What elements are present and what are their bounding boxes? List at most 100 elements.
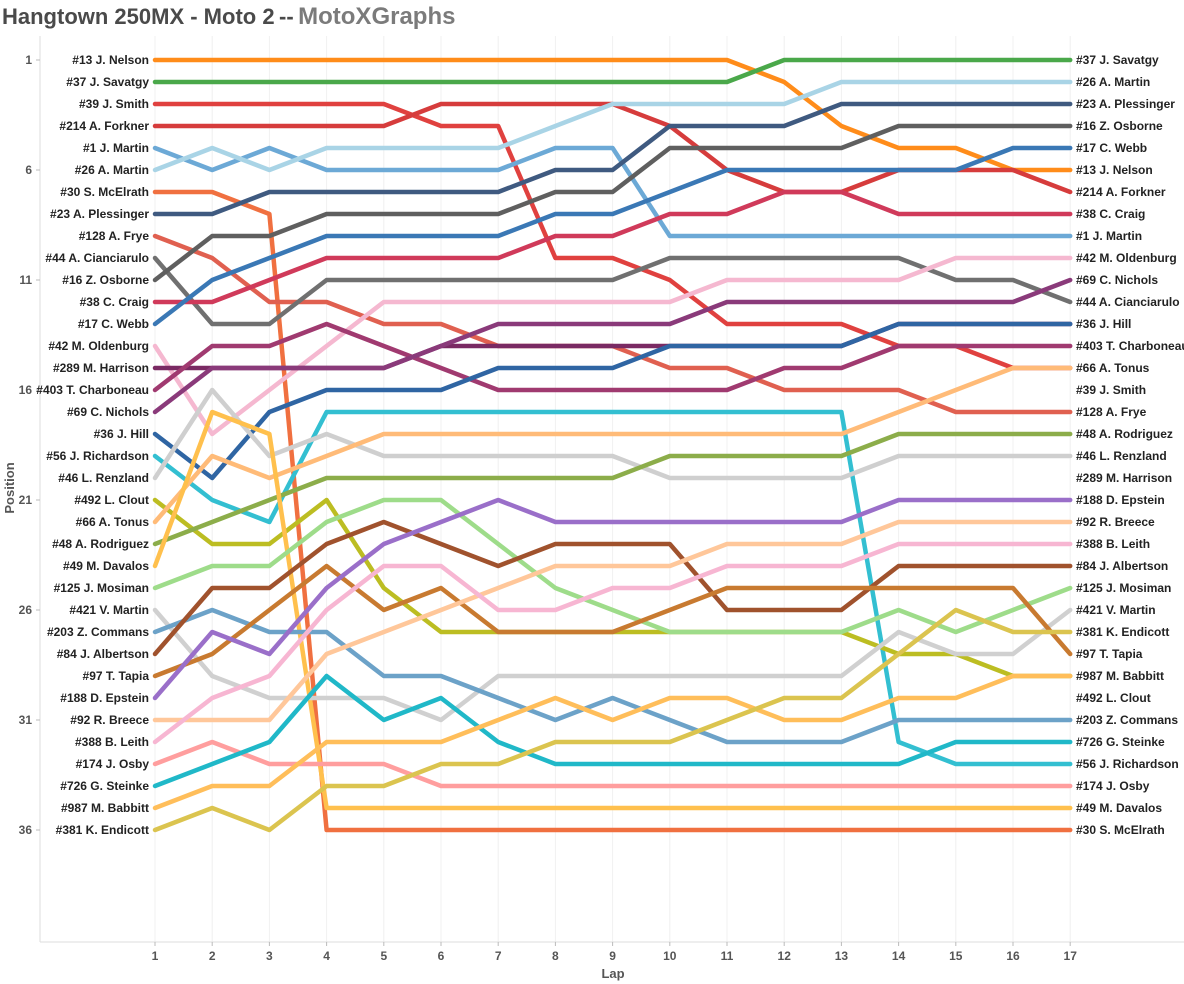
series-line (152, 321, 1073, 393)
x-tick-label: 8 (552, 949, 559, 963)
right-rider-label: #46 L. Renzland (1076, 449, 1167, 463)
series-line (152, 189, 1073, 305)
x-tick-label: 13 (835, 949, 849, 963)
series-line (152, 563, 1073, 679)
left-rider-label: #174 J. Osby (76, 757, 150, 771)
x-tick-label: 17 (1064, 949, 1078, 963)
series-line (152, 79, 1073, 173)
left-rider-label: #13 J. Nelson (72, 53, 149, 67)
x-tick-label: 3 (266, 949, 273, 963)
series-line (152, 541, 1073, 745)
left-rider-label: #214 A. Forkner (59, 119, 149, 133)
y-tick-label: 1 (25, 53, 32, 67)
left-rider-label: #46 L. Renzland (58, 471, 149, 485)
right-rider-label: #987 M. Babbitt (1076, 669, 1164, 683)
left-rider-label: #16 Z. Osborne (62, 273, 149, 287)
y-tick-label: 16 (19, 383, 33, 397)
right-rider-label: #214 A. Forkner (1076, 185, 1166, 199)
chart-title: Hangtown 250MX - Moto 2 -- MotoXGraphs (2, 3, 455, 33)
left-rider-labels: #13 J. Nelson #37 J. Savatgy #39 J. Smith #… (36, 53, 149, 837)
left-rider-label: #56 J. Richardson (46, 449, 149, 463)
x-tick-label: 1 (152, 949, 159, 963)
left-rider-label: #49 M. Davalos (63, 559, 149, 573)
left-rider-label: #36 J. Hill (94, 427, 149, 441)
right-rider-label: #16 Z. Osborne (1076, 119, 1163, 133)
right-rider-label: #97 T. Tapia (1076, 647, 1143, 661)
right-rider-label: #289 M. Harrison (1076, 471, 1172, 485)
left-rider-label: #84 J. Albertson (57, 647, 149, 661)
left-rider-label: #48 A. Rodriguez (52, 537, 149, 551)
right-rider-label: #42 M. Oldenburg (1076, 251, 1177, 265)
right-rider-label: #492 L. Clout (1076, 691, 1151, 705)
x-tick-label: 2 (209, 949, 216, 963)
series-line (152, 409, 1073, 811)
x-tick-label: 5 (380, 949, 387, 963)
left-rider-label: #92 R. Breece (70, 713, 149, 727)
right-rider-label: #37 J. Savatgy (1076, 53, 1159, 67)
series-line (152, 101, 1073, 217)
x-tick-label: 9 (609, 949, 616, 963)
left-rider-label: #289 M. Harrison (53, 361, 149, 375)
left-rider-label: #726 G. Steinke (60, 779, 149, 793)
left-rider-label: #492 L. Clout (74, 493, 149, 507)
x-axis-title: Lap (601, 966, 624, 981)
title-separator: -- (279, 4, 294, 29)
right-rider-label: #84 J. Albertson (1076, 559, 1168, 573)
series-line (152, 519, 1073, 723)
left-rider-label: #403 T. Charboneau (36, 383, 149, 397)
x-tick-label: 15 (949, 949, 963, 963)
series-line (152, 123, 1073, 283)
right-rider-label: #188 D. Epstein (1076, 493, 1165, 507)
x-tick-label: 4 (323, 949, 330, 963)
left-rider-label: #38 C. Craig (80, 295, 149, 309)
right-rider-label: #421 V. Martin (1076, 603, 1156, 617)
right-rider-label: #44 A. Cianciarulo (1076, 295, 1180, 309)
right-rider-label: #30 S. McElrath (1076, 823, 1165, 837)
left-rider-label: #39 J. Smith (79, 97, 149, 111)
series-lines (152, 57, 1073, 833)
right-rider-label: #125 J. Mosiman (1076, 581, 1171, 595)
left-rider-label: #188 D. Epstein (60, 691, 149, 705)
right-rider-label: #23 A. Plessinger (1076, 97, 1175, 111)
series-line (152, 255, 1073, 437)
left-rider-label: #1 J. Martin (83, 141, 149, 155)
left-rider-label: #128 A. Frye (79, 229, 150, 243)
left-rider-label: #97 T. Tapia (83, 669, 150, 683)
left-rider-label: #37 J. Savatgy (66, 75, 149, 89)
series-line (152, 277, 1073, 415)
x-tick-label: 10 (663, 949, 677, 963)
x-tick-label: 7 (495, 949, 502, 963)
left-rider-label: #23 A. Plessinger (50, 207, 149, 221)
right-rider-label: #726 G. Steinke (1076, 735, 1165, 749)
series-line (152, 57, 1073, 85)
right-rider-label: #1 J. Martin (1076, 229, 1142, 243)
series-line (152, 387, 1073, 481)
y-tick-label: 36 (19, 823, 33, 837)
right-rider-label: #36 J. Hill (1076, 317, 1131, 331)
right-rider-label: #48 A. Rodriguez (1076, 427, 1173, 441)
right-rider-label: #381 K. Endicott (1076, 625, 1169, 639)
y-tick-label: 21 (19, 493, 33, 507)
series-line (152, 497, 1073, 701)
right-rider-label: #174 J. Osby (1076, 779, 1150, 793)
right-rider-label: #92 R. Breece (1076, 515, 1155, 529)
left-rider-label: #125 J. Mosiman (54, 581, 149, 595)
right-rider-label: #49 M. Davalos (1076, 801, 1162, 815)
series-line (152, 145, 1073, 327)
left-rider-label: #69 C. Nichols (67, 405, 149, 419)
x-tick-label: 16 (1006, 949, 1020, 963)
series-line (152, 57, 1073, 173)
right-rider-label: #26 A. Martin (1076, 75, 1150, 89)
left-rider-label: #381 K. Endicott (56, 823, 149, 837)
x-tick-label: 11 (721, 949, 734, 963)
y-axis-title: Position (2, 462, 17, 513)
right-rider-label: #38 C. Craig (1076, 207, 1145, 221)
right-rider-label: #17 C. Webb (1076, 141, 1147, 155)
right-rider-labels: #37 J. Savatgy #26 A. Martin #23 A. Plessi… (1076, 53, 1184, 837)
right-rider-label: #403 T. Charboneau (1076, 339, 1184, 353)
left-rider-label: #66 A. Tonus (76, 515, 150, 529)
left-rider-label: #203 Z. Commans (47, 625, 149, 639)
series-line (152, 189, 1073, 833)
left-rider-label: #42 M. Oldenburg (48, 339, 149, 353)
